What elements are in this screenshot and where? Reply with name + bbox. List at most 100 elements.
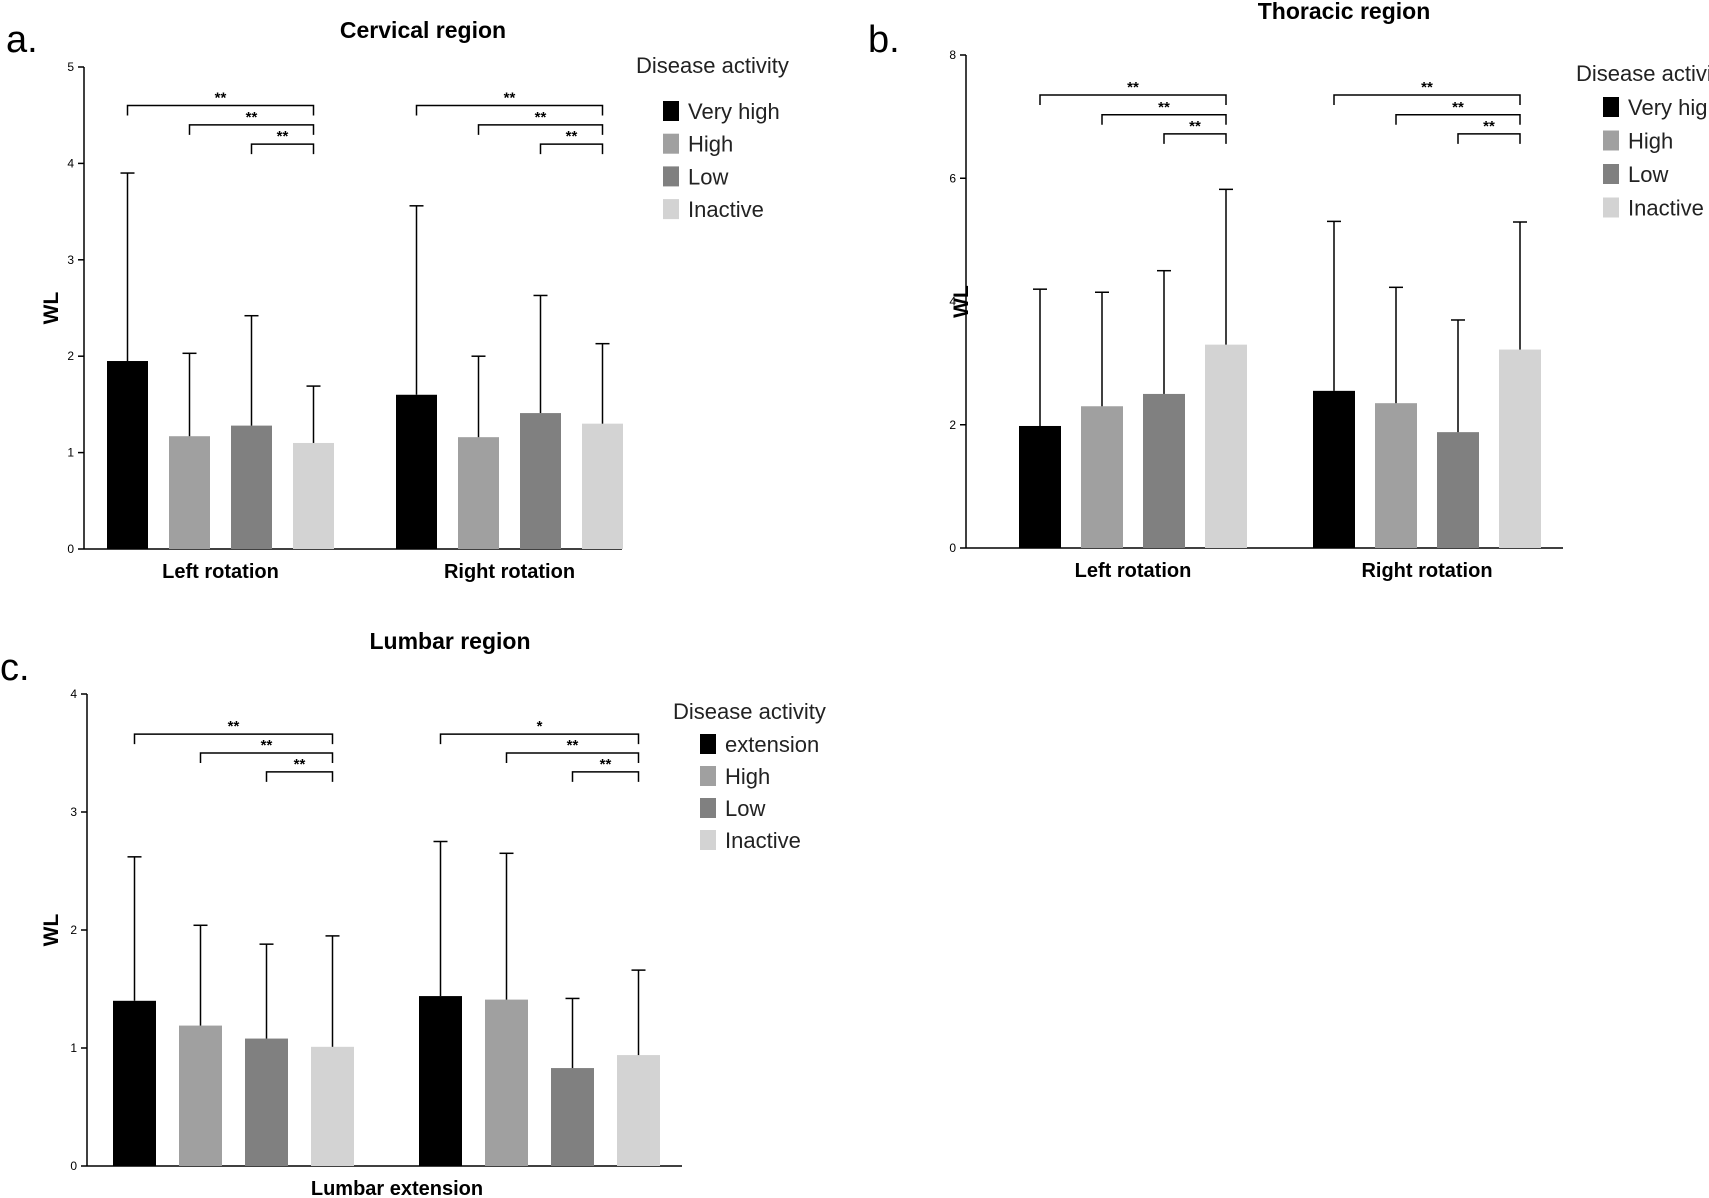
y-tick-label: 0: [70, 1159, 77, 1173]
y-tick-label: 5: [67, 60, 74, 74]
legend-swatch: [663, 199, 679, 220]
significance-bracket: [126, 104, 315, 116]
significance-bracket: [477, 124, 604, 135]
y-axis-title: WL: [950, 285, 973, 318]
bar-high-cat2: [458, 437, 499, 549]
bar-high-cat1: [179, 1025, 222, 1166]
legend-item-label: Very high: [1628, 95, 1709, 120]
legend-item-label: Inactive: [1628, 196, 1704, 221]
chart-title: Lumbar region: [369, 628, 530, 654]
legend-item-label: High: [1628, 129, 1673, 154]
significance-label: **: [1158, 99, 1170, 116]
bar-low-cat1: [1143, 393, 1185, 548]
significance-label: **: [1452, 99, 1464, 116]
y-tick-label: 1: [70, 1041, 77, 1055]
significance-label: **: [1421, 79, 1433, 96]
significance-bracket: [1039, 94, 1227, 106]
significance-bracket: [1395, 114, 1521, 125]
legend-item-label: Low: [688, 164, 728, 189]
y-tick-label: 0: [67, 542, 74, 556]
significance-label: **: [1127, 79, 1139, 96]
significance-bracket: [1101, 114, 1227, 125]
legend-title: Disease activity: [1576, 61, 1709, 86]
y-tick-label: 2: [67, 349, 74, 363]
y-tick-label: 0: [949, 541, 956, 555]
bar-inactive-cat1: [311, 1046, 354, 1166]
y-tick-label: 8: [949, 48, 956, 62]
legend-item-label: Low: [1628, 162, 1668, 187]
significance-label: **: [228, 718, 240, 735]
significance-label: **: [277, 128, 289, 145]
chart-title: Cervical region: [340, 17, 506, 43]
legend-swatch: [700, 766, 716, 786]
bar-high-cat2: [1375, 403, 1417, 548]
legend-item-label: Low: [725, 796, 765, 821]
chart-panel-1: a. Cervical region 0 1 2 3 4 5 WL Left rotation Ri…: [6, 17, 789, 583]
y-tick-label: 1: [67, 446, 74, 460]
legend-swatch: [700, 734, 716, 754]
chart-panel-2: b. Thoracic region 0 2 4 6 8 WL Left rotation Rig…: [868, 0, 1709, 582]
y-tick-label: 4: [67, 156, 74, 170]
significance-label: **: [566, 128, 578, 145]
legend: Disease activity Very high High Low Inactive: [636, 53, 789, 222]
bar-very-high-cat2: [1313, 390, 1355, 548]
bar-low-cat2: [520, 413, 561, 549]
legend: Disease activity extension High Low Inactive: [673, 699, 826, 853]
significance-bracket: [505, 752, 640, 763]
significance-label: **: [294, 756, 306, 773]
y-tick-label: 3: [70, 805, 77, 819]
significance-label: **: [1483, 118, 1495, 135]
bar-low-cat1: [245, 1038, 288, 1166]
y-axis-title: WL: [40, 914, 63, 947]
legend-swatch: [663, 101, 679, 121]
bar-high-cat1: [1081, 406, 1123, 548]
legend-item-label: Very high: [688, 99, 780, 124]
legend-item-label: Inactive: [725, 828, 801, 853]
significance-bracket: [415, 104, 604, 116]
bar-very-high-cat1: [1019, 425, 1061, 548]
legend: Disease activity Very high High Low Inactive: [1576, 61, 1709, 221]
legend-swatch: [1603, 164, 1619, 184]
x-axis-title: Lumbar extension: [311, 1178, 483, 1198]
significance-label: **: [261, 737, 273, 754]
legend-item-label: High: [688, 132, 733, 157]
significance-bracket: [199, 752, 334, 763]
legend-swatch: [1603, 97, 1619, 117]
legend-swatch: [1603, 130, 1619, 151]
legend-title: Disease activity: [636, 53, 789, 78]
chart-title: Thoracic region: [1258, 0, 1431, 24]
significance-bracket: [188, 124, 315, 135]
x-category-label: Left rotation: [1075, 560, 1192, 582]
significance-label: **: [504, 90, 516, 107]
significance-label: **: [246, 109, 258, 126]
legend-swatch: [663, 166, 679, 187]
y-tick-label: 4: [70, 687, 77, 701]
significance-label: **: [600, 756, 612, 773]
significance-bracket: [265, 771, 334, 782]
significance-label: **: [215, 90, 227, 107]
y-tick-label: 2: [949, 418, 956, 432]
bar-inactive-cat1: [293, 442, 334, 549]
bar-extension-cat2: [419, 996, 462, 1166]
panel-label: a.: [6, 19, 38, 61]
y-tick-label: 4: [949, 295, 956, 309]
significance-label: *: [537, 718, 543, 735]
x-category-label: Left rotation: [162, 561, 279, 583]
legend-swatch: [1603, 197, 1619, 218]
legend-title: Disease activity: [673, 699, 826, 724]
bar-inactive-cat1: [1205, 344, 1247, 548]
panel-label: b.: [868, 19, 900, 61]
bar-low-cat2: [551, 1068, 594, 1166]
x-category-label: Right rotation: [1361, 560, 1492, 582]
legend-item-label: extension: [725, 732, 819, 757]
significance-label: **: [567, 737, 579, 754]
significance-bracket: [571, 771, 640, 782]
legend-item-label: Inactive: [688, 197, 764, 222]
x-category-label: Right rotation: [444, 561, 575, 583]
bar-extension-cat1: [113, 1000, 156, 1166]
significance-bracket: [1163, 133, 1227, 144]
y-tick-label: 2: [70, 923, 77, 937]
bar-low-cat2: [1437, 432, 1479, 548]
legend-item-label: High: [725, 764, 770, 789]
significance-label: **: [535, 109, 547, 126]
